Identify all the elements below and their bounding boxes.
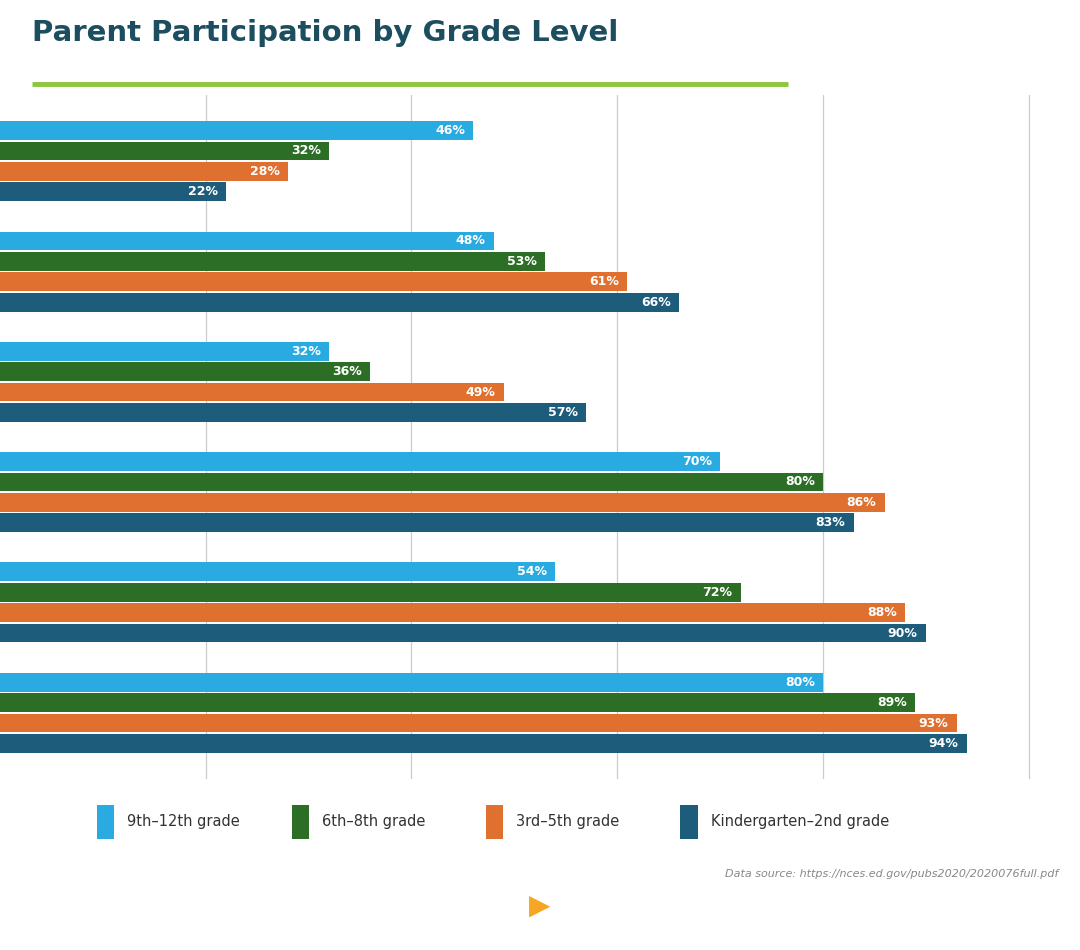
Text: 36%: 36% xyxy=(333,365,362,378)
Bar xyxy=(0,293,679,312)
Text: Data source: https://nces.ed.gov/pubs2020/2020076full.pdf: Data source: https://nces.ed.gov/pubs202… xyxy=(725,868,1058,879)
Text: 22%: 22% xyxy=(188,185,218,199)
Text: 9th–12th grade: 9th–12th grade xyxy=(127,814,240,829)
Text: ▶: ▶ xyxy=(529,891,551,920)
Text: 48%: 48% xyxy=(456,235,486,247)
Text: 90%: 90% xyxy=(888,627,918,639)
Bar xyxy=(0,713,957,732)
Text: 70%: 70% xyxy=(681,455,712,468)
Text: 93%: 93% xyxy=(919,716,948,730)
Text: 28%: 28% xyxy=(249,165,280,178)
Bar xyxy=(0,513,853,532)
Text: 57%: 57% xyxy=(548,406,578,419)
Text: 32%: 32% xyxy=(291,345,321,358)
Bar xyxy=(0,403,586,422)
Bar xyxy=(0,603,905,622)
Bar xyxy=(0,562,555,581)
Bar xyxy=(0,472,823,491)
Bar xyxy=(0,182,227,201)
Text: 54%: 54% xyxy=(517,565,548,579)
Text: 32%: 32% xyxy=(291,144,321,158)
Text: Study.com: Study.com xyxy=(578,891,757,920)
Bar xyxy=(0,273,627,291)
Text: Kindergarten–2nd grade: Kindergarten–2nd grade xyxy=(711,814,889,829)
Bar xyxy=(0,493,885,512)
Bar xyxy=(486,805,503,839)
Bar xyxy=(680,805,698,839)
Bar xyxy=(0,734,967,752)
Bar xyxy=(0,142,329,161)
Bar xyxy=(292,805,309,839)
Text: 6th–8th grade: 6th–8th grade xyxy=(322,814,426,829)
Bar xyxy=(0,122,473,140)
Bar xyxy=(0,162,288,180)
Text: 66%: 66% xyxy=(640,295,671,309)
Bar xyxy=(0,694,916,712)
Text: 89%: 89% xyxy=(877,696,907,709)
Bar xyxy=(0,362,370,381)
Text: 61%: 61% xyxy=(590,276,619,288)
Text: Parent Participation by Grade Level: Parent Participation by Grade Level xyxy=(32,19,619,47)
Bar xyxy=(97,805,114,839)
Text: 46%: 46% xyxy=(435,124,464,137)
Text: 94%: 94% xyxy=(929,737,959,750)
Text: 72%: 72% xyxy=(702,586,732,598)
Bar xyxy=(0,383,504,402)
Text: 88%: 88% xyxy=(867,606,896,619)
Bar xyxy=(0,624,926,642)
Bar xyxy=(0,673,823,692)
Bar xyxy=(0,252,545,271)
Bar xyxy=(0,232,494,250)
Bar xyxy=(0,342,329,361)
Text: 53%: 53% xyxy=(507,255,537,268)
Text: 80%: 80% xyxy=(785,675,814,689)
Text: 3rd–5th grade: 3rd–5th grade xyxy=(516,814,620,829)
Text: 80%: 80% xyxy=(785,475,814,488)
Text: 86%: 86% xyxy=(847,496,876,509)
Bar xyxy=(0,452,720,471)
Text: 83%: 83% xyxy=(815,516,846,529)
Text: 49%: 49% xyxy=(465,386,496,399)
Bar xyxy=(0,583,741,601)
